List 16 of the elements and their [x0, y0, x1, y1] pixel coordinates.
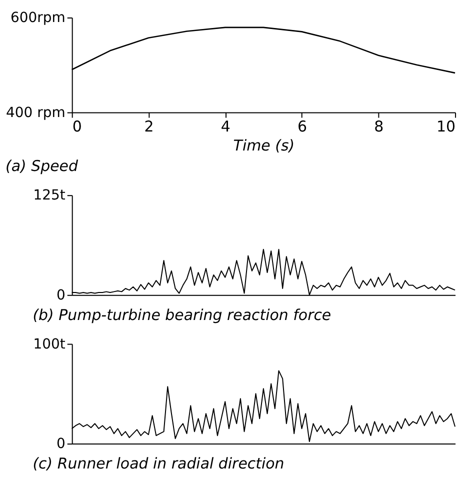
text: (a) Speed — [6, 157, 79, 176]
text: (b) Pump-turbine bearing reaction force — [32, 306, 332, 324]
x-tick-label: 10 — [436, 118, 456, 136]
x-tick-label: 2 — [144, 118, 154, 136]
y-tick-label: 400 rpm — [6, 104, 66, 121]
text: (c) Runner load in radial direction — [32, 454, 284, 473]
x-tick-label: 0 — [72, 118, 82, 136]
x-tick-label: 4 — [220, 118, 230, 136]
y-tick-label: 100t — [33, 336, 66, 352]
y-tick-label: 600rpm — [10, 10, 66, 26]
y-tick-label: 125t — [33, 188, 66, 204]
y-tick-label: 0 — [56, 436, 66, 452]
x-tick-label: 8 — [374, 118, 384, 136]
x-tick-label: 6 — [297, 118, 308, 136]
x-axis-title: Time (s) — [233, 136, 295, 155]
y-tick-label: 0 — [56, 287, 66, 304]
